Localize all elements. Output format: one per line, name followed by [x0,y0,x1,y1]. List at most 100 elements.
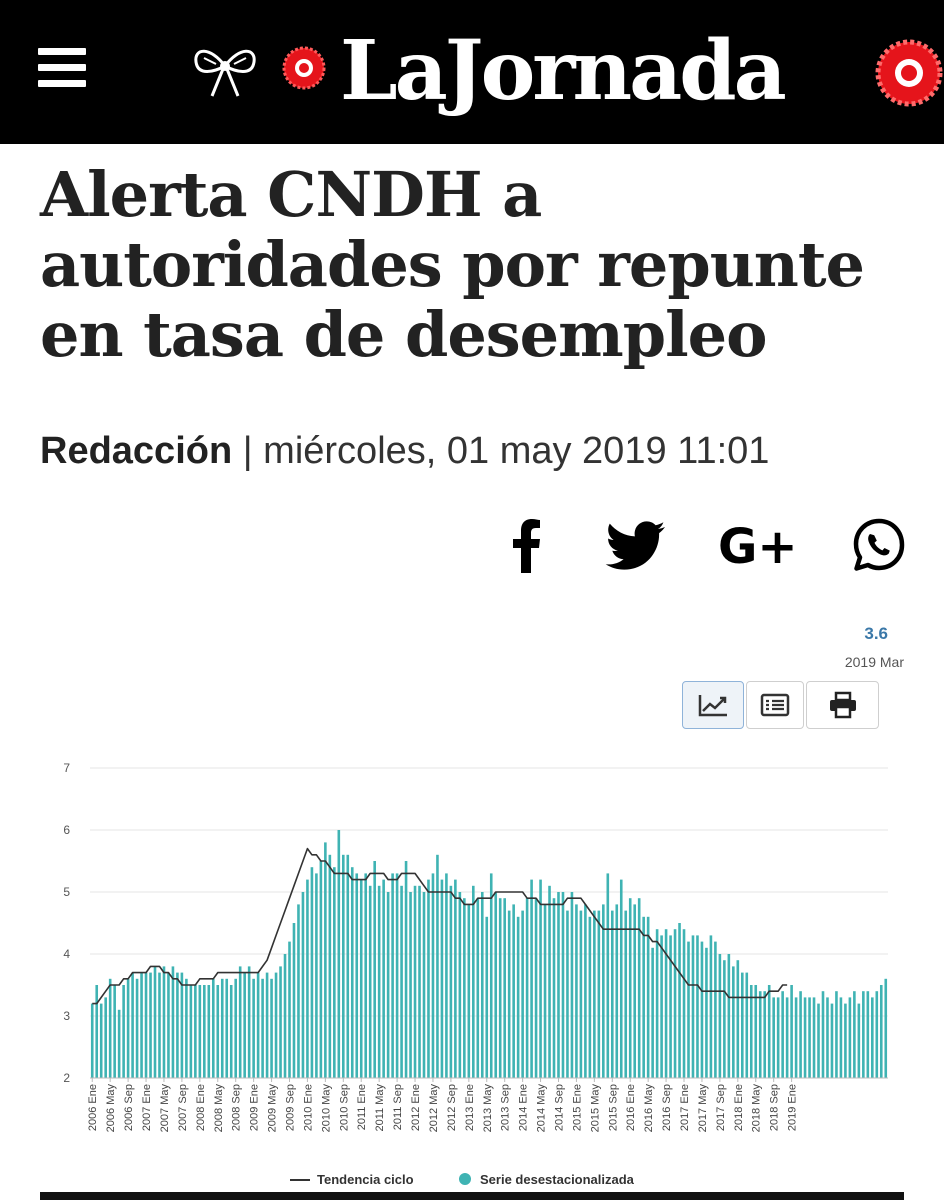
data-bar [158,972,161,1078]
data-bar [866,991,870,1078]
data-bar [211,978,215,1078]
data-bar [830,1003,834,1078]
data-bar [104,997,107,1078]
data-bar [485,916,489,1078]
data-bar [422,892,426,1078]
data-bar [95,985,99,1078]
data-bar [844,1003,847,1078]
byline: Redacción | miércoles, 01 may 2019 11:01 [40,430,769,473]
data-bar [176,972,179,1078]
data-bar [288,941,291,1078]
data-bar [99,1003,103,1078]
line-chart-view-button[interactable] [682,681,744,729]
data-bar [265,972,269,1078]
unemployment-chart: 2 3 4 5 6 7 2006 Ene 2006 May 2006 Sep 2007 Ene 20… [63,761,888,1187]
data-bar [229,985,233,1078]
x-tick-label: 2014 Ene [518,1084,530,1131]
data-bar [808,997,811,1078]
data-bar [436,854,439,1078]
data-bar [678,923,681,1078]
data-bar [427,879,430,1078]
data-bar [90,1003,94,1078]
data-bar [763,991,767,1078]
logo-text: LaJornada [340,23,787,119]
x-tick-label: 2010 May [320,1084,332,1133]
data-bar [162,966,166,1078]
legend-bars-label: Serie desestacionalizada [480,1172,635,1187]
data-bar [740,972,744,1078]
line-chart-icon [698,695,727,717]
data-bar [530,879,533,1078]
data-bar [185,978,188,1078]
data-bar [835,991,838,1078]
data-bar [333,867,336,1078]
x-tick-label: 2015 May [589,1084,601,1133]
google-plus-icon[interactable]: G+ [716,515,806,575]
table-icon [760,693,790,717]
x-tick-label: 2016 Ene [625,1084,637,1131]
latest-value: 3.6 [864,624,888,643]
data-bar [467,904,471,1078]
x-tick-label: 2013 May [482,1084,494,1133]
x-tick-label: 2006 Sep [123,1084,135,1131]
facebook-icon[interactable] [510,515,542,575]
data-bar [646,916,650,1078]
data-bar [382,879,385,1078]
data-bar [292,923,296,1078]
data-bar [723,960,726,1078]
x-tick-label: 2008 Ene [195,1084,207,1131]
x-tick-label: 2013 Ene [464,1084,476,1131]
data-bar [279,966,282,1078]
data-bar [391,873,394,1078]
x-tick-label: 2007 Sep [177,1084,189,1131]
ribbon-bow-icon [194,49,256,97]
y-tick-label: 7 [63,761,70,775]
menu-icon[interactable] [38,48,86,88]
data-bar [476,898,480,1078]
data-bar [216,985,220,1078]
print-button[interactable] [806,681,879,729]
data-bar [736,960,740,1078]
bottom-divider [40,1192,904,1200]
x-tick-label: 2007 Ene [141,1084,153,1131]
x-tick-label: 2017 May [697,1084,709,1133]
data-bar [714,941,717,1078]
site-logo[interactable]: LaJornada [190,20,790,120]
x-tick-label: 2007 May [159,1084,171,1133]
data-bar [687,941,690,1078]
y-tick-label: 4 [63,947,70,961]
data-bar [875,991,879,1078]
data-bar [319,861,323,1078]
x-tick-label: 2010 Ene [302,1084,314,1131]
data-bar [512,904,515,1078]
data-bar [884,978,888,1078]
data-bar [862,991,865,1078]
x-tick-label: 2015 Sep [607,1084,619,1131]
trend-line [92,847,788,1005]
author-name[interactable]: Redacción [40,430,233,472]
data-bar [521,910,524,1078]
data-bar [274,972,278,1078]
data-bar [543,904,547,1078]
publish-date: miércoles, 01 may 2019 11:01 [263,430,770,472]
data-bar [440,879,444,1078]
data-bar [144,972,148,1078]
byline-separator: | [232,430,264,472]
twitter-icon[interactable] [603,515,667,575]
data-bar [588,916,592,1078]
data-bar [584,904,587,1078]
data-bar [566,910,569,1078]
data-bar [445,873,448,1078]
data-bar [149,972,152,1078]
table-view-button[interactable] [746,681,804,729]
data-bar [301,892,305,1078]
whatsapp-icon[interactable] [850,515,908,575]
data-bar [705,947,708,1078]
data-bar [341,854,345,1078]
site-header: LaJornada [0,0,944,144]
y-tick-label: 3 [63,1009,70,1023]
data-bar [283,954,287,1078]
data-bar [772,997,775,1078]
data-bar [561,892,565,1078]
data-bar [180,972,184,1078]
